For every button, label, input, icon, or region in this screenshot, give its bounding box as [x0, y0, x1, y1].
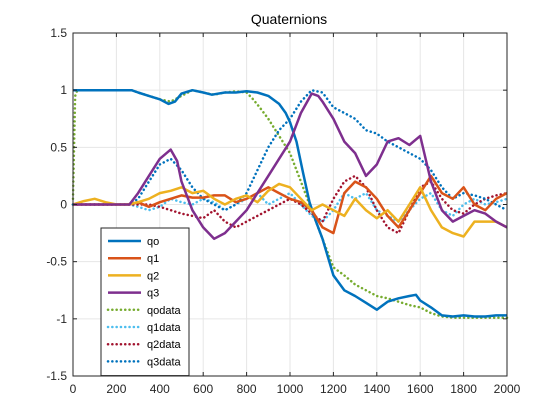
legend-label: q3data [147, 356, 182, 368]
legend-label: qodata [147, 305, 182, 317]
series-line-q3 [73, 92, 508, 241]
series-line-q1data [71, 191, 509, 223]
x-tick-label: 1000 [277, 382, 304, 396]
series-line-q2 [72, 182, 508, 238]
x-tick-label: 1400 [363, 382, 390, 396]
x-tick-label: 1600 [407, 382, 434, 396]
legend-label: q2 [147, 270, 159, 282]
chart-title: Quaternions [251, 11, 327, 27]
y-tick-label: -0.5 [46, 255, 67, 269]
x-tick-label: 600 [193, 382, 213, 396]
x-tick-label: 800 [237, 382, 257, 396]
legend-box [100, 227, 190, 377]
legend-label: q3 [147, 288, 159, 300]
legend-label: q1data [147, 322, 182, 334]
series-line-q2data [71, 174, 509, 235]
y-tick-label: 1 [60, 83, 67, 97]
y-tick-label: 1.5 [50, 26, 67, 40]
x-tick-label: 200 [106, 382, 126, 396]
x-tick-label: 1800 [450, 382, 477, 396]
y-tick-label: 0 [60, 198, 67, 212]
legend-label: q1 [147, 253, 159, 265]
series-line-q3data [71, 88, 509, 212]
series-line-qo [73, 88, 507, 318]
axis-ticks: 0 200 400 600 800 1000 1200 1400 1600 1800 2000 -1.… [46, 26, 520, 396]
legend-label: q2data [147, 339, 182, 351]
legend-label: qo [147, 236, 159, 248]
series-line-q1 [73, 174, 508, 235]
y-tick-label: -1 [56, 312, 67, 326]
plot-lines [71, 88, 509, 319]
x-tick-label: 2000 [494, 382, 521, 396]
x-tick-label: 1200 [320, 382, 347, 396]
y-tick-label: -1.5 [46, 369, 67, 383]
legend: qo q1 q2 q3 qodata q1data q2data q3data [100, 227, 190, 377]
x-tick-label: 400 [150, 382, 170, 396]
y-tick-label: 0.5 [50, 140, 67, 154]
x-tick-label: 0 [70, 382, 77, 396]
